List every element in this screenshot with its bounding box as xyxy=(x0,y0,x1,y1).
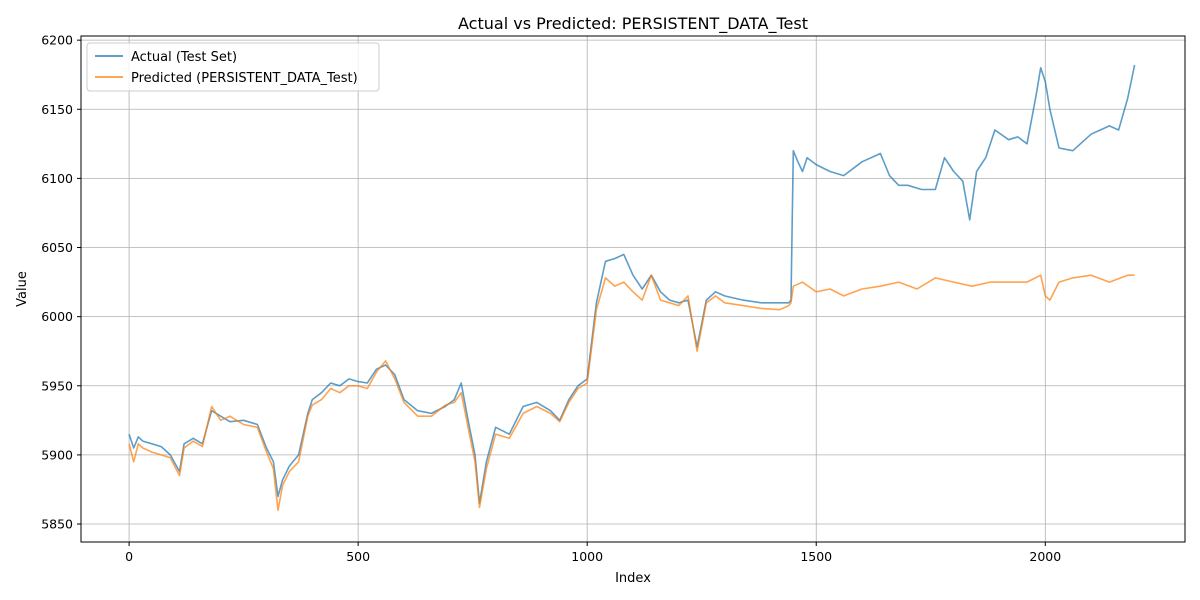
x-axis-title: Index xyxy=(615,571,651,586)
y-tick-label: 6050 xyxy=(41,240,73,255)
chart-title: Actual vs Predicted: PERSISTENT_DATA_Tes… xyxy=(458,14,808,34)
x-tick-label: 0 xyxy=(125,549,133,564)
plot-area-frame xyxy=(80,35,1186,543)
x-tick-label: 2000 xyxy=(1029,549,1061,564)
series-line-predicted xyxy=(128,274,1135,512)
axis-ticks: 0 500 1000 1500 2000 5850 5900 5950 6000 6050 6100… xyxy=(41,33,1061,564)
y-axis-title: Value xyxy=(15,271,30,307)
y-tick-label: 6100 xyxy=(41,171,73,186)
y-tick-label: 6000 xyxy=(41,309,73,324)
grid-lines xyxy=(81,36,1185,542)
y-tick-label: 5950 xyxy=(41,378,73,393)
y-tick-label: 6150 xyxy=(41,102,73,117)
legend-label-predicted: Predicted (PERSISTENT_DATA_Test) xyxy=(131,71,358,86)
y-tick-label: 5900 xyxy=(41,447,73,462)
legend-box xyxy=(86,42,380,92)
y-tick-label: 5850 xyxy=(41,517,73,532)
x-tick-label: 1500 xyxy=(800,549,832,564)
legend: Actual (Test Set) Predicted (PERSISTENT_… xyxy=(86,42,380,92)
series-lines xyxy=(128,64,1136,512)
series-line-actual xyxy=(128,64,1136,505)
x-tick-label: 1000 xyxy=(571,549,603,564)
y-tick-label: 6200 xyxy=(41,33,73,48)
legend-label-actual: Actual (Test Set) xyxy=(131,50,237,65)
x-tick-label: 500 xyxy=(346,549,370,564)
